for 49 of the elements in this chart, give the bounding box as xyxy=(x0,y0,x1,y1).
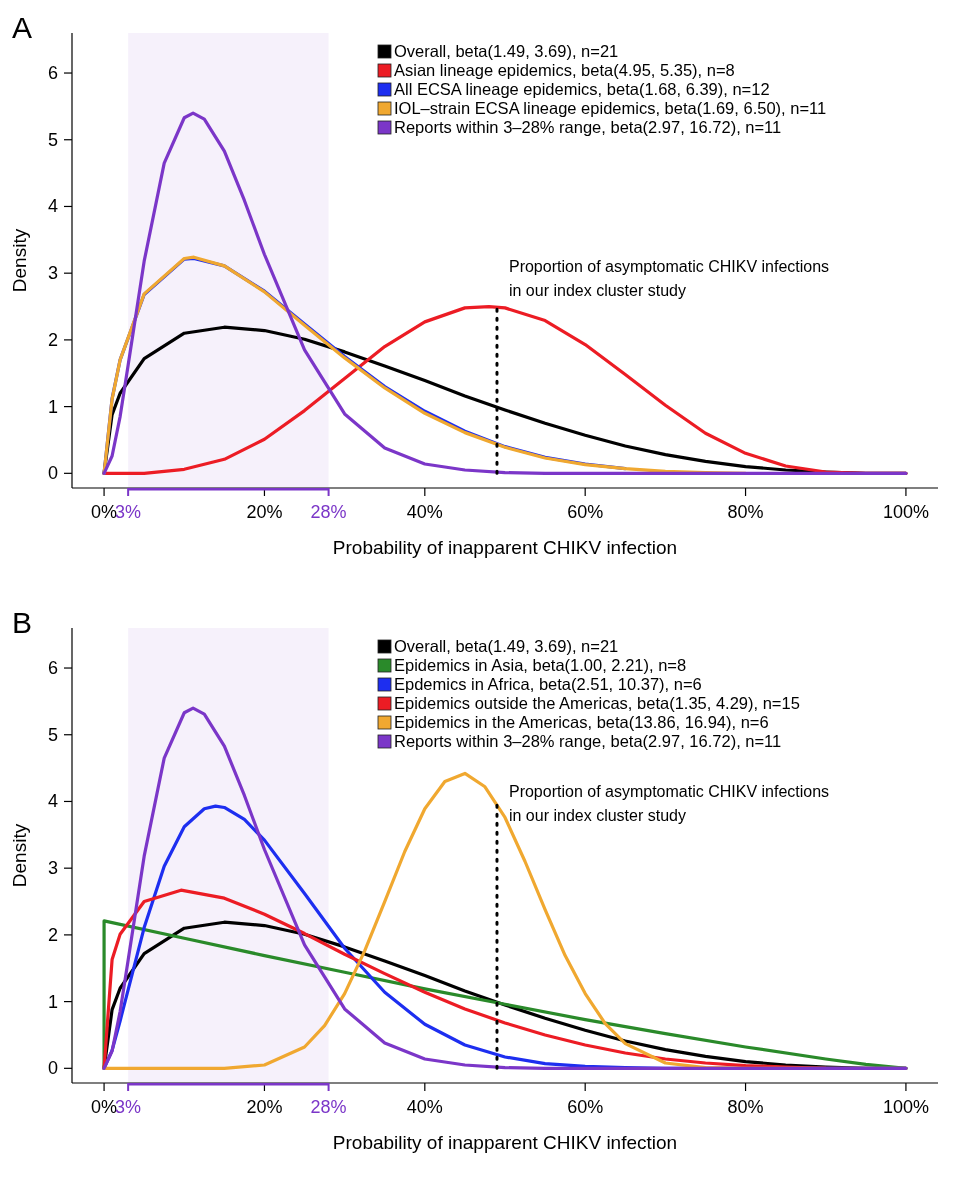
x-tick-label: 28% xyxy=(310,1097,347,1117)
x-tick-label: 3% xyxy=(115,502,142,522)
x-tick-label: 0% xyxy=(91,1097,118,1117)
legend-label: IOL–strain ECSA lineage epidemics, beta(1.69, 6.50), n=11 xyxy=(394,99,827,117)
x-tick-label: 20% xyxy=(246,502,283,522)
x-tick-label: 20% xyxy=(246,1097,283,1117)
y-tick-label: 5 xyxy=(47,129,58,150)
y-tick-label: 2 xyxy=(47,329,58,350)
legend-label: Overall, beta(1.49, 3.69), n=21 xyxy=(394,42,619,60)
y-tick-label: 3 xyxy=(47,858,58,879)
ref-line-label: Proportion of asymptomatic CHIKV infections in our index cluster study xyxy=(508,258,830,300)
y-tick-label: 2 xyxy=(47,924,58,945)
y-tick-label: 1 xyxy=(47,991,58,1012)
x-tick-label: 60% xyxy=(567,1097,604,1117)
legend-label: Asian lineage epidemics, beta(4.95, 5.35), n=8 xyxy=(394,61,735,79)
x-tick-label: 40% xyxy=(406,502,443,522)
legend-label: Overall, beta(1.49, 3.69), n=21 xyxy=(394,637,619,655)
legend-label: Reports within 3–28% range, beta(2.97, 16.72), n=11 xyxy=(394,118,782,136)
y-tick-label: 3 xyxy=(47,263,58,284)
x-tick-label: 0% xyxy=(91,502,118,522)
x-tick-label: 3% xyxy=(115,1097,142,1117)
legend-label: Epdemics in Africa, beta(2.51, 10.37), n=6 xyxy=(394,675,702,693)
x-tick-label: 40% xyxy=(406,1097,443,1117)
y-tick-label: 0 xyxy=(47,1058,58,1079)
chart-title: A xyxy=(12,11,33,44)
legend-label: Reports within 3–28% range, beta(2.97, 16.72), n=11 xyxy=(394,732,782,750)
ref-line-label: Proportion of asymptomatic CHIKV infections in our index cluster study xyxy=(508,783,830,825)
x-tick-label: 28% xyxy=(310,502,347,522)
y-tick-label: 6 xyxy=(47,63,58,84)
chart-title: B xyxy=(12,606,33,639)
x-tick-label: 60% xyxy=(567,502,604,522)
x-tick-label: 100% xyxy=(882,502,929,522)
legend-label: Epidemics in Asia, beta(1.00, 2.21), n=8 xyxy=(394,656,687,674)
y-tick-label: 4 xyxy=(47,196,58,217)
y-tick-label: 0 xyxy=(47,463,58,484)
y-tick-label: 4 xyxy=(47,791,58,812)
y-axis-title: Density xyxy=(9,823,30,888)
y-axis-title: Density xyxy=(9,228,30,293)
x-tick-label: 100% xyxy=(882,1097,929,1117)
legend-label: Epidemics outside the Americas, beta(1.35, 4.29), n=15 xyxy=(394,694,800,712)
y-tick-label: 6 xyxy=(47,658,58,679)
x-tick-label: 80% xyxy=(727,502,764,522)
legend-label: All ECSA lineage epidemics, beta(1.68, 6.39), n=12 xyxy=(394,80,770,98)
y-tick-label: 5 xyxy=(47,724,58,745)
x-axis-title: Probability of inapparent CHIKV infection xyxy=(332,1132,678,1153)
x-axis-title: Probability of inapparent CHIKV infection xyxy=(332,537,678,558)
x-tick-label: 80% xyxy=(727,1097,764,1117)
y-tick-label: 1 xyxy=(47,396,58,417)
legend-label: Epidemics in the Americas, beta(13.86, 16.94), n=6 xyxy=(394,713,769,731)
